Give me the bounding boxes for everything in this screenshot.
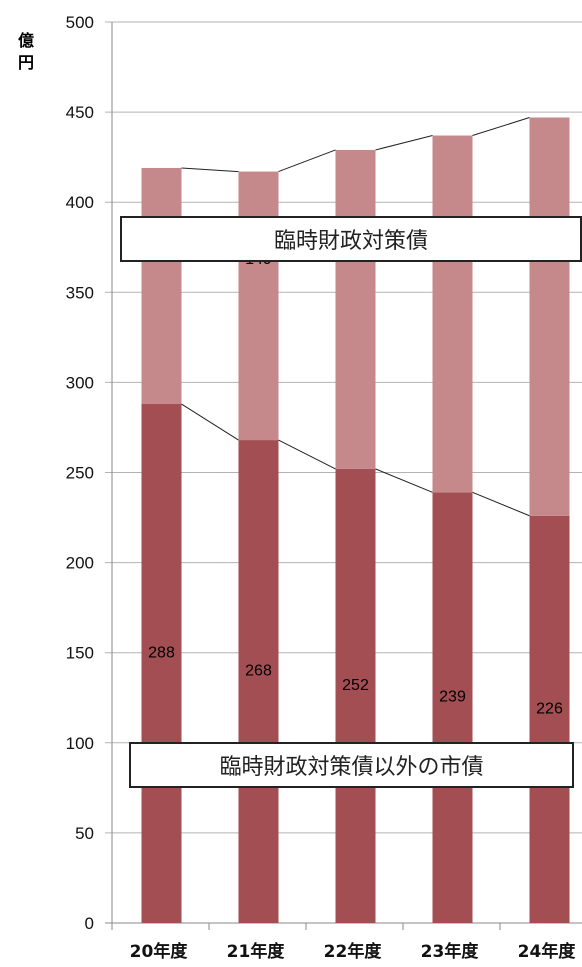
- connector-0-2: [375, 468, 433, 493]
- connector-1-0: [181, 167, 239, 173]
- data-label-other-23年度: 239: [439, 689, 466, 706]
- legend-callout-other-label: 臨時財政対策債以外の市債: [219, 755, 484, 780]
- y-tick-label-450: 450: [66, 103, 94, 122]
- x-tick-label-23年度: 23年度: [421, 941, 480, 962]
- y-tick-label-50: 50: [75, 824, 94, 843]
- bar-other-22年度: [335, 468, 376, 923]
- bar-other-20年度: [141, 404, 182, 923]
- bar-rinji-21年度: [238, 171, 279, 441]
- x-tick-label-21年度: 21年度: [227, 941, 286, 962]
- y-tick-label-300: 300: [66, 373, 94, 392]
- bar-rinji-24年度: [529, 117, 570, 516]
- y-tick-label-200: 200: [66, 554, 94, 573]
- bar-rinji-23年度: [432, 135, 473, 493]
- bar-other-24年度: [529, 515, 570, 923]
- bar-other-21年度: [238, 440, 279, 923]
- data-label-other-21年度: 268: [245, 663, 272, 680]
- connector-1-2: [375, 135, 433, 151]
- connector-0-3: [472, 491, 530, 517]
- y-tick-label-250: 250: [66, 464, 94, 483]
- connector-1-1: [278, 149, 336, 173]
- series-connector-lines: [181, 117, 530, 517]
- bar-rinji-22年度: [335, 149, 376, 469]
- connector-1-3: [472, 117, 530, 137]
- y-tick-label-350: 350: [66, 283, 94, 302]
- bar-rinji-20年度: [141, 167, 182, 405]
- legend-callout-other: 臨時財政対策債以外の市債: [129, 742, 574, 788]
- y-tick-label-150: 150: [66, 644, 94, 663]
- x-tick-label-22年度: 22年度: [324, 941, 383, 962]
- y-tick-label-0: 0: [85, 914, 94, 933]
- y-unit-label-2: 円: [18, 53, 34, 72]
- x-tick-label-20年度: 20年度: [130, 941, 189, 962]
- y-tick-label-400: 400: [66, 193, 94, 212]
- data-label-other-24年度: 226: [536, 700, 563, 717]
- y-tick-label-100: 100: [66, 734, 94, 753]
- x-tick-label-24年度: 24年度: [518, 941, 577, 962]
- data-label-other-22年度: 252: [342, 677, 369, 694]
- legend-callout-rinji-label: 臨時財政対策債: [273, 229, 428, 254]
- connector-0-1: [278, 439, 336, 470]
- connector-0-0: [181, 403, 239, 441]
- y-tick-label-500: 500: [66, 13, 94, 32]
- bars: [141, 117, 570, 923]
- x-axis: 20年度 21年度 22年度 23年度 24年度: [111, 923, 577, 962]
- y-unit-label-1: 億: [18, 31, 34, 50]
- y-axis: 0 50 100 150 200 250 300 350 400 450 500: [66, 13, 113, 933]
- data-label-other-20年度: 288: [148, 645, 175, 662]
- bar-other-23年度: [432, 492, 473, 923]
- legend-callout-rinji: 臨時財政対策債: [120, 216, 582, 262]
